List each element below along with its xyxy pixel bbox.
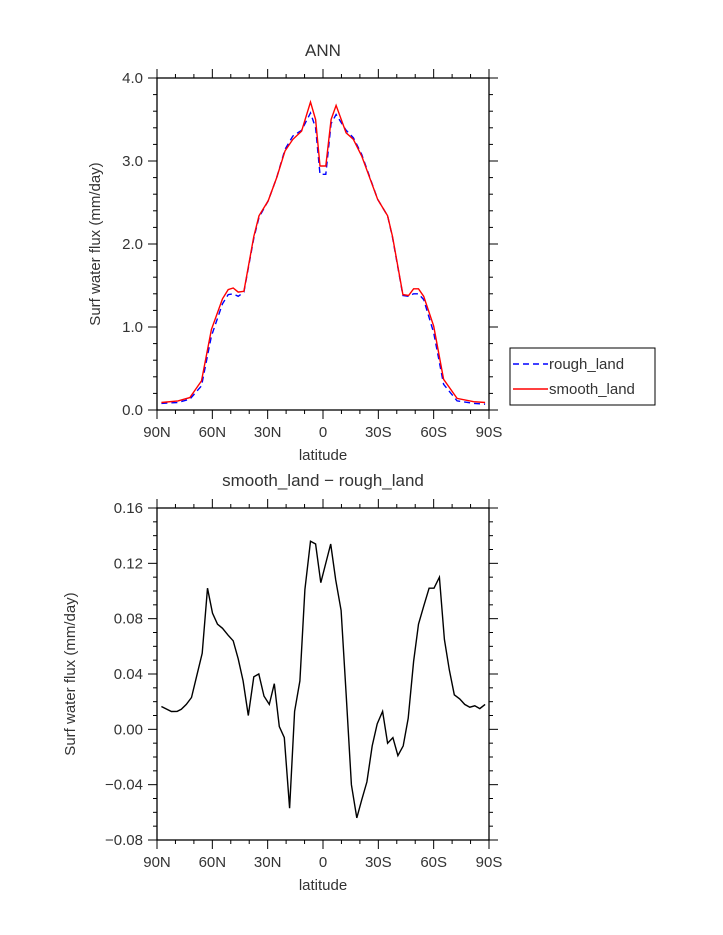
y-axis-label: Surf water flux (mm/day) (87, 162, 104, 325)
y-tick-label: 3.0 (122, 153, 143, 170)
y-tick-label: 0.08 (114, 611, 143, 628)
x-axis-label: latitude (299, 447, 347, 464)
x-tick-label: 90S (476, 854, 503, 871)
series-line-smooth-land-rough-land (161, 540, 486, 819)
x-tick-label: 30S (365, 424, 392, 441)
series-line-smooth-land (161, 99, 486, 404)
x-tick-label: 90N (143, 424, 171, 441)
y-tick-label: 2.0 (122, 236, 143, 253)
x-tick-label: 30S (365, 854, 392, 871)
y-tick-label: 0.00 (114, 721, 143, 738)
y-tick-label: 0.12 (114, 555, 143, 572)
chart-title: smooth_land − rough_land (222, 471, 424, 490)
x-tick-label: 60S (420, 854, 447, 871)
x-tick-label: 90N (143, 854, 171, 871)
x-tick-label: 60N (199, 854, 227, 871)
y-axis-label: Surf water flux (mm/day) (62, 592, 79, 755)
x-tick-label: 0 (319, 424, 327, 441)
plot-1: 90N 60N 30N 0 30S 60S 90S 0.0 1.0 2.0 3.0 4.0 ANN lat… (87, 41, 656, 464)
legend-label: rough_land (549, 356, 624, 373)
y-tick-label: 4.0 (122, 70, 143, 87)
y-tick-label: −0.04 (105, 777, 143, 794)
chart-title: ANN (305, 41, 341, 60)
x-tick-label: 60S (420, 424, 447, 441)
plot-2: 90N 60N 30N 0 30S 60S 90S −0.08 −0.04 0.00 0.04 0.0… (62, 471, 502, 894)
x-tick-label: 0 (319, 854, 327, 871)
x-tick-label: 30N (254, 424, 282, 441)
y-tick-label: 0.0 (122, 402, 143, 419)
legend: rough_land smooth_land (509, 347, 656, 406)
x-tick-label: 30N (254, 854, 282, 871)
x-tick-label: 60N (199, 424, 227, 441)
legend-box (509, 347, 656, 406)
series-line-rough-land (161, 111, 486, 405)
legend-label: smooth_land (549, 381, 635, 398)
plot-frame (156, 507, 490, 841)
y-tick-label: 1.0 (122, 319, 143, 336)
x-tick-label: 90S (476, 424, 503, 441)
y-tick-label: 0.16 (114, 500, 143, 517)
y-tick-label: 0.04 (114, 666, 143, 683)
x-axis-label: latitude (299, 877, 347, 894)
y-tick-label: −0.08 (105, 832, 143, 849)
